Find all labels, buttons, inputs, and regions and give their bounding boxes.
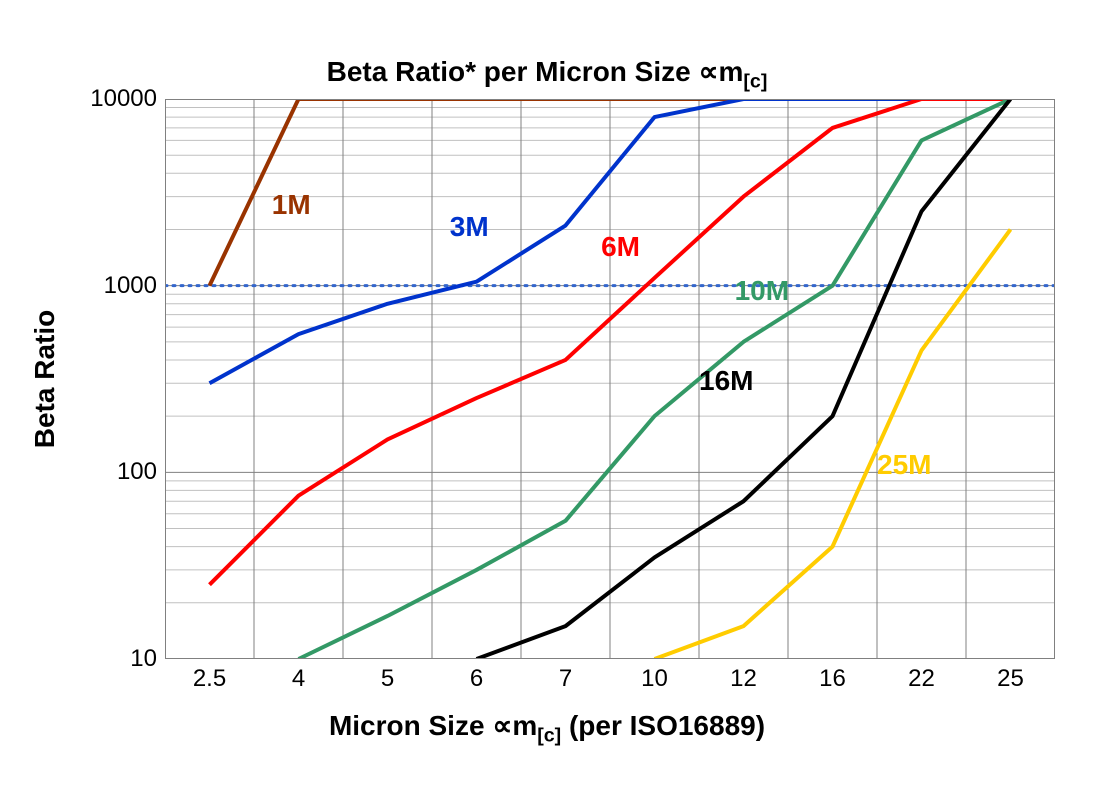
series-label-1M: 1M bbox=[272, 189, 311, 221]
x-tick-label: 10 bbox=[641, 665, 668, 693]
x-tick-label: 2.5 bbox=[193, 665, 226, 693]
chart-title: Beta Ratio* per Micron Size ∝m[c] bbox=[0, 55, 1094, 94]
x-axis-label-symbol: ∝m bbox=[492, 710, 537, 741]
series-label-6M: 6M bbox=[601, 231, 640, 263]
y-tick-label: 10 bbox=[130, 645, 157, 673]
chart-title-prefix: Beta Ratio* per Micron Size bbox=[327, 56, 699, 87]
chart-title-subscript: [c] bbox=[743, 71, 767, 93]
series-label-3M: 3M bbox=[450, 211, 489, 243]
y-tick-label: 1000 bbox=[104, 272, 157, 300]
x-axis-label-subscript: [c] bbox=[537, 725, 561, 747]
y-tick-label: 100 bbox=[117, 458, 157, 486]
x-axis-label-prefix: Micron Size bbox=[329, 710, 492, 741]
x-tick-label: 6 bbox=[470, 665, 483, 693]
series-label-16M: 16M bbox=[699, 365, 753, 397]
x-axis-label: Micron Size ∝m[c] (per ISO16889) bbox=[0, 709, 1094, 748]
y-axis-label: Beta Ratio bbox=[29, 310, 61, 448]
chart-title-symbol: ∝m bbox=[699, 56, 744, 87]
x-tick-label: 4 bbox=[292, 665, 305, 693]
x-axis-label-suffix: (per ISO16889) bbox=[561, 710, 765, 741]
series-label-10M: 10M bbox=[735, 275, 789, 307]
x-tick-label: 16 bbox=[819, 665, 846, 693]
x-tick-label: 22 bbox=[908, 665, 935, 693]
x-tick-label: 7 bbox=[559, 665, 572, 693]
plot-area bbox=[165, 99, 1055, 659]
x-tick-label: 25 bbox=[997, 665, 1024, 693]
x-tick-label: 12 bbox=[730, 665, 757, 693]
beta-ratio-chart: Beta Ratio* per Micron Size ∝m[c] Beta R… bbox=[0, 0, 1094, 788]
series-label-25M: 25M bbox=[877, 449, 931, 481]
y-tick-label: 10000 bbox=[90, 85, 157, 113]
x-tick-label: 5 bbox=[381, 665, 394, 693]
